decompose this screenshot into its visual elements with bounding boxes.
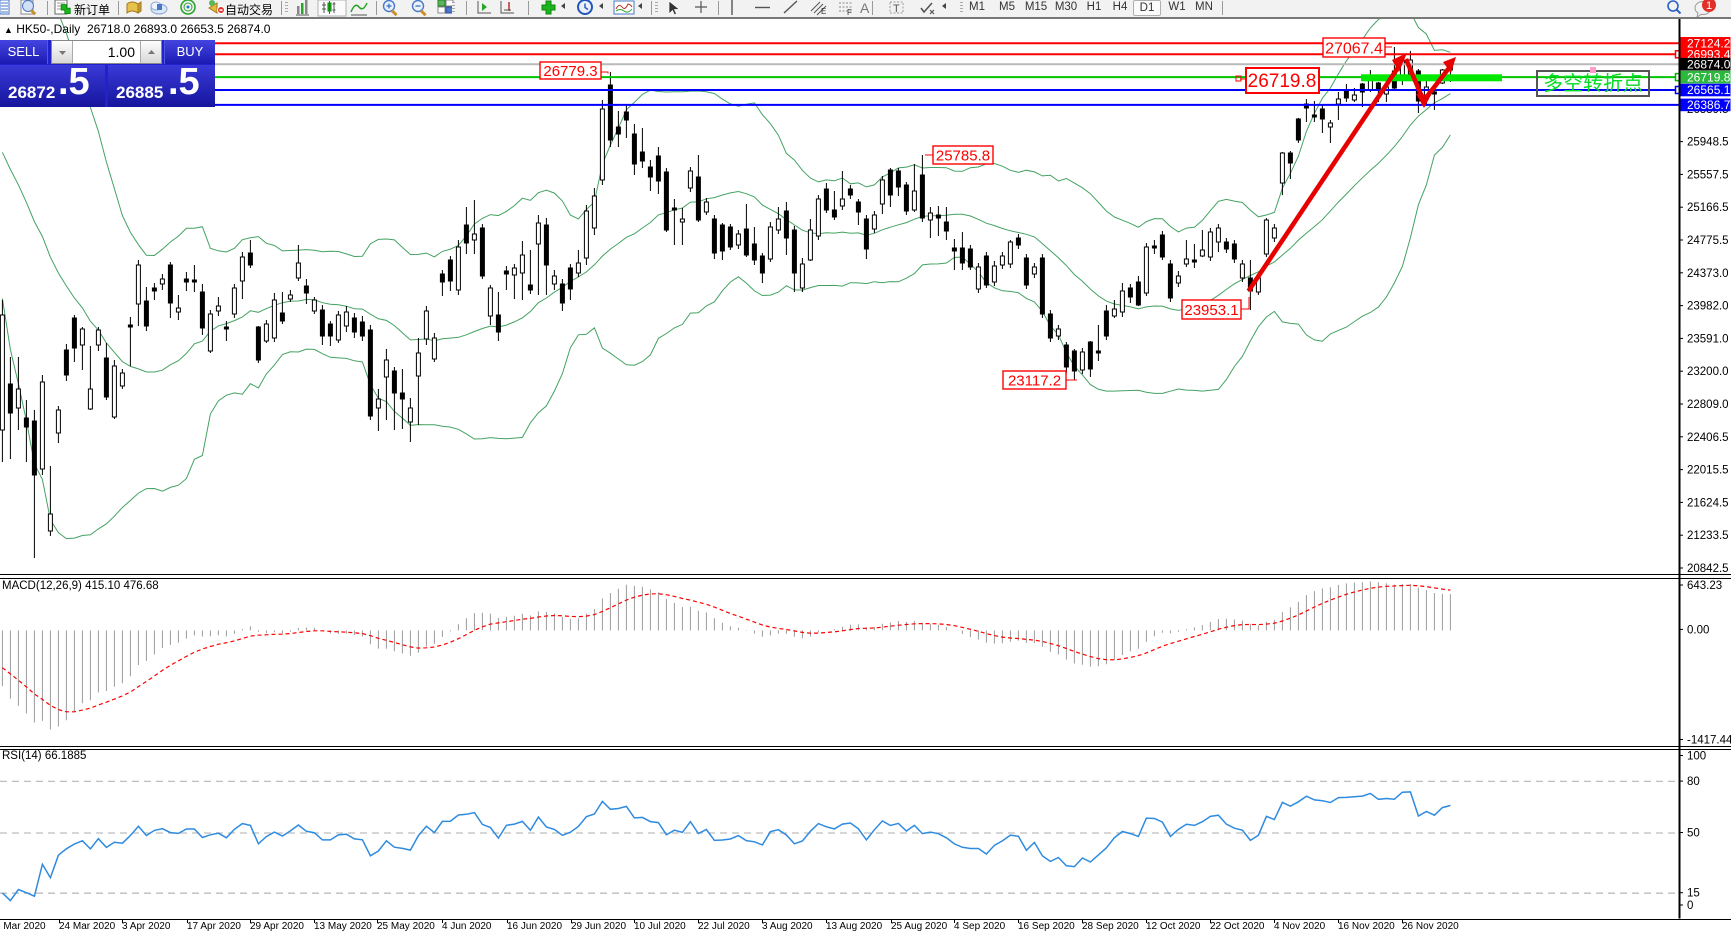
svg-text:T: T [893,3,900,15]
svg-text:26719.8: 26719.8 [1687,70,1731,84]
svg-text:22809.0: 22809.0 [1687,399,1729,411]
svg-text:1: 1 [1706,0,1712,12]
svg-text:26565.1: 26565.1 [1687,83,1731,97]
svg-text:F: F [847,8,852,17]
svg-text:A: A [860,0,870,16]
svg-text:0: 0 [1687,900,1693,912]
svg-text:0.00: 0.00 [1687,624,1709,636]
svg-text:27124.2: 27124.2 [1687,37,1731,51]
svg-text:20842.5: 20842.5 [1687,563,1729,575]
svg-text:21624.5: 21624.5 [1687,497,1729,509]
svg-text:22406.5: 22406.5 [1687,432,1729,444]
svg-text:26386.7: 26386.7 [1687,98,1731,112]
svg-text:50: 50 [1687,828,1700,840]
svg-text:23200.0: 23200.0 [1687,366,1729,378]
svg-text:15: 15 [1687,888,1700,900]
svg-text:25166.5: 25166.5 [1687,202,1729,214]
svg-text:100: 100 [1687,751,1706,763]
svg-text:24775.5: 24775.5 [1687,235,1729,247]
svg-text:24373.0: 24373.0 [1687,268,1729,280]
svg-text:26874.0: 26874.0 [1687,57,1731,71]
svg-text:25785.8: 25785.8 [936,147,990,164]
svg-text:21233.5: 21233.5 [1687,530,1729,542]
svg-text:25557.5: 25557.5 [1687,169,1729,181]
svg-text:23982.0: 23982.0 [1687,301,1729,313]
svg-text:25948.5: 25948.5 [1687,137,1729,149]
svg-text:-1417.44: -1417.44 [1687,735,1731,747]
svg-text:23117.2: 23117.2 [1008,372,1061,389]
svg-text:E: E [821,7,826,16]
svg-text:23591.0: 23591.0 [1687,333,1729,345]
svg-text:643.23: 643.23 [1687,580,1722,592]
svg-text:23953.1: 23953.1 [1184,302,1238,319]
svg-text:26779.3: 26779.3 [543,63,597,80]
svg-text:多空转折点: 多空转折点 [1543,72,1643,95]
svg-text:27067.4: 27067.4 [1325,40,1383,57]
svg-text:80: 80 [1687,776,1700,788]
svg-text:26719.8: 26719.8 [1248,71,1317,92]
svg-text:22015.5: 22015.5 [1687,465,1729,477]
